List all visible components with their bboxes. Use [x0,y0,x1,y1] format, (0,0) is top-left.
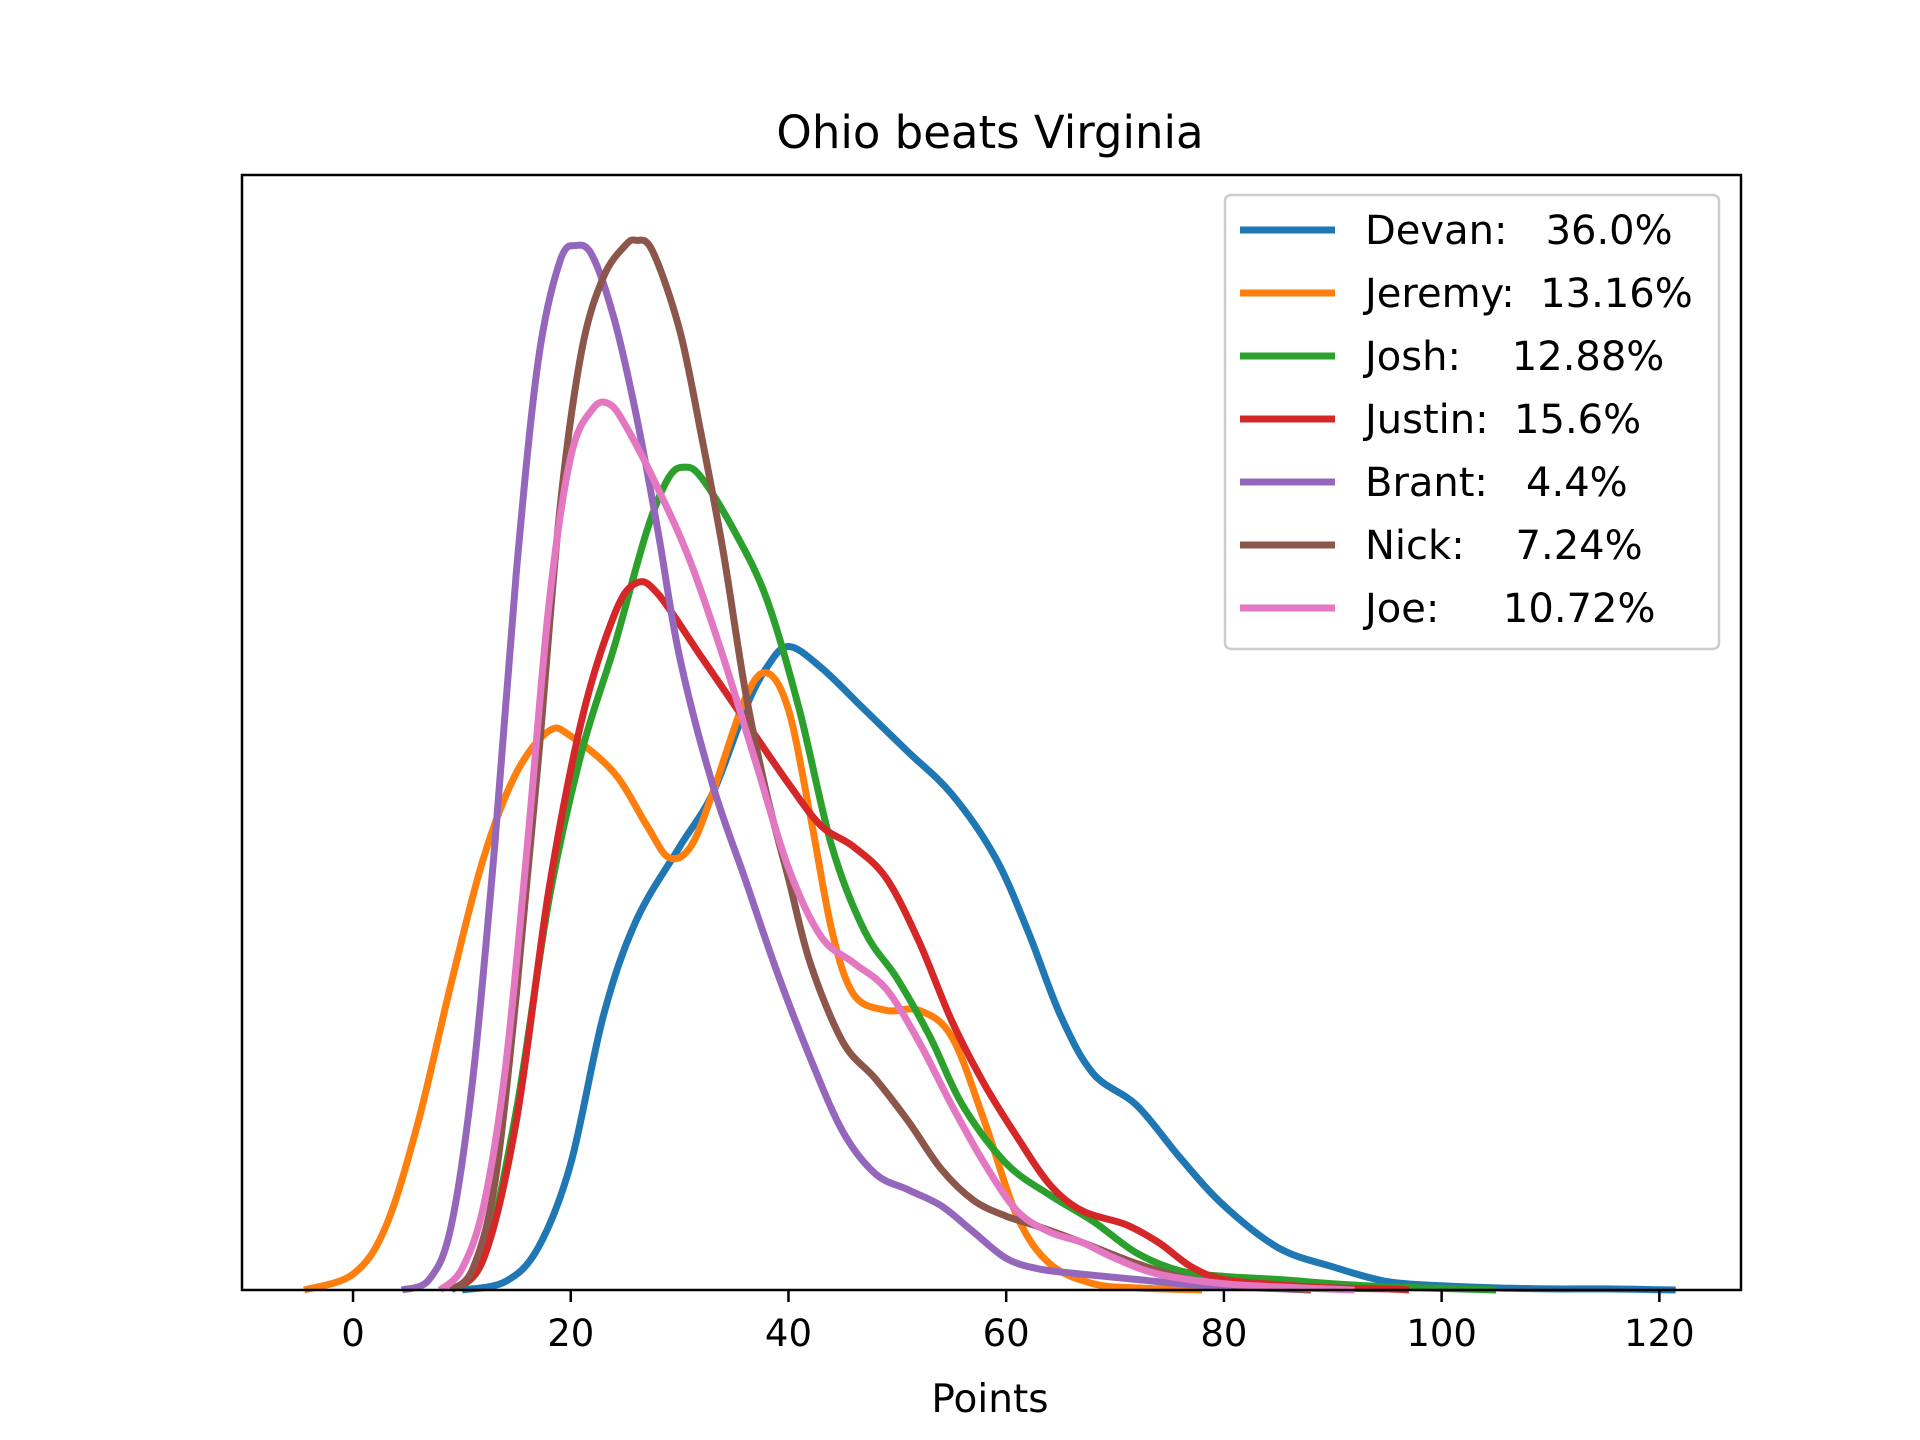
series-line-3 [448,578,1410,1294]
legend-label: Jeremy: 13.16% [1362,271,1693,317]
x-tick-label: 40 [765,1312,812,1355]
series-line-4 [400,241,1312,1294]
legend-label: Justin: 15.6% [1362,397,1641,443]
plot-lines [303,236,1676,1294]
legend-entries: Devan: 36.0% Jeremy: 13.16% Josh: 12.88% Ju… [1240,208,1693,632]
legend-frame [1223,193,1721,651]
legend: Devan: 36.0% Jeremy: 13.16% Josh: 12.88% Ju… [1223,193,1721,651]
x-tick-label: 100 [1406,1312,1477,1355]
x-axis-label: Points [931,1377,1048,1422]
chart-title: Ohio beats Virginia [776,106,1203,159]
x-tick-label: 120 [1624,1312,1695,1355]
x-tick-label: 80 [1200,1312,1247,1355]
series-line-0 [461,643,1676,1294]
series-line-6 [437,398,1355,1294]
legend-label: Nick: 7.24% [1365,523,1643,569]
x-tick-label: 20 [547,1312,594,1355]
plot-frame [240,173,1743,1292]
x-tick-label: 60 [983,1312,1030,1355]
legend-label: Josh: 12.88% [1362,334,1664,380]
series-line-1 [303,669,1203,1294]
legend-label: Devan: 36.0% [1365,208,1673,254]
x-axis-ticks: 0 20 40 60 80 100 120 [341,1290,1695,1355]
legend-label: Brant: 4.4% [1365,460,1628,506]
x-tick-label: 0 [341,1312,365,1355]
legend-label: Joe: 10.72% [1362,586,1655,632]
